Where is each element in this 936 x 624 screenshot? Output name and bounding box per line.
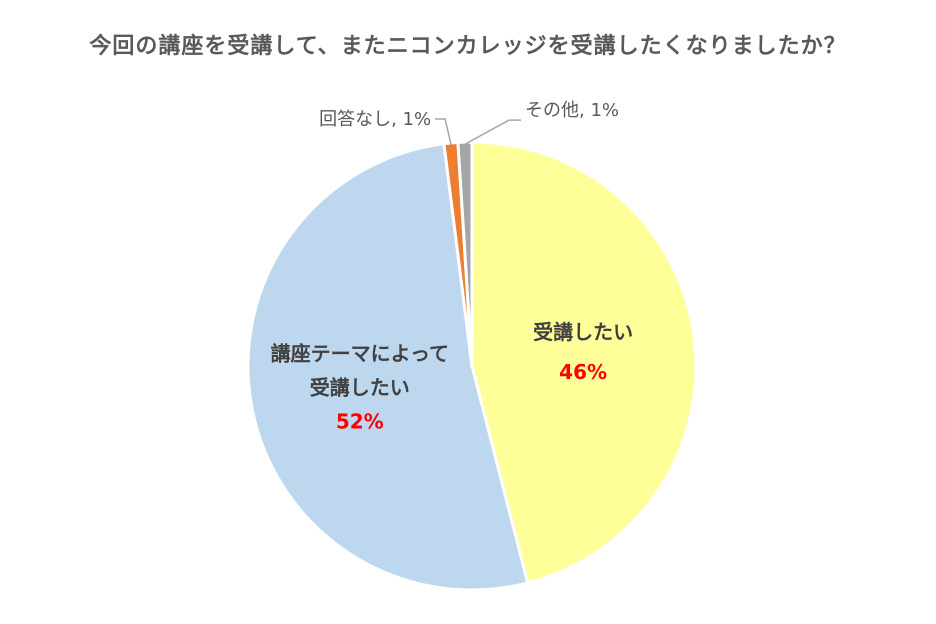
slice-label-2-line-2: 受講したい [310,375,410,399]
chart-title: 今回の講座を受講して、またニコンカレッジを受講したくなりましたか？ [89,34,847,59]
leader-line-3 [435,118,452,146]
pie-slices [246,140,698,592]
slice-value-2: 52% [336,409,384,433]
slice-label-1-line-1: 受講したい [533,320,633,344]
pie-slice-4 [456,140,474,368]
leader-line-4 [464,119,522,145]
leader-lines [435,118,522,146]
slice-label-2-line-1: 講座テーマによって [271,341,449,365]
slice-outside-label-4: その他, 1% [525,100,619,121]
slice-outside-label-3: 回答なし, 1% [319,109,431,130]
pie-slice-1 [470,140,698,585]
slice-value-1: 46% [559,360,607,384]
